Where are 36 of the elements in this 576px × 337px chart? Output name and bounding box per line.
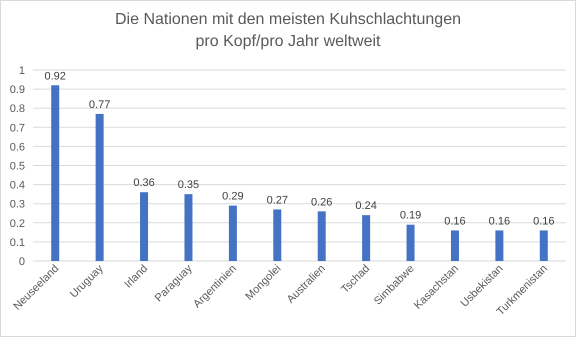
bar xyxy=(96,114,104,261)
y-tick-label: 0.6 xyxy=(10,141,25,154)
bar xyxy=(51,85,60,261)
bar xyxy=(318,211,326,261)
data-label: 0.29 xyxy=(222,190,244,203)
bar xyxy=(228,206,237,261)
bar xyxy=(140,192,148,261)
y-tick-label: 0.2 xyxy=(10,218,25,230)
data-label: 0.24 xyxy=(355,200,377,212)
bar xyxy=(450,230,459,261)
data-label: 0.16 xyxy=(533,215,555,228)
y-tick-label: 0.9 xyxy=(10,84,25,96)
y-tick-label: 0 xyxy=(18,256,25,268)
bar xyxy=(406,224,415,261)
y-tick-label: 0.1 xyxy=(10,236,25,249)
y-tick-label: 0.3 xyxy=(10,198,25,211)
y-tick-label: 0.7 xyxy=(10,122,25,134)
data-label: 0.36 xyxy=(133,177,155,190)
bar xyxy=(184,194,192,261)
data-label: 0.77 xyxy=(88,98,110,111)
data-label: 0.19 xyxy=(400,210,422,222)
data-label: 0.26 xyxy=(310,196,332,208)
y-tick-label: 1 xyxy=(18,65,25,77)
bar xyxy=(540,230,548,261)
bar xyxy=(362,215,370,261)
data-label: 0.16 xyxy=(488,215,510,228)
data-label: 0.16 xyxy=(444,215,466,228)
bar xyxy=(495,230,504,261)
data-label: 0.92 xyxy=(44,70,66,82)
y-tick-label: 0.8 xyxy=(10,103,25,116)
data-label: 0.35 xyxy=(178,179,200,192)
y-tick-label: 0.5 xyxy=(10,160,25,172)
y-tick-label: 0.4 xyxy=(10,180,25,192)
chart-title: Die Nationen mit den meisten Kuhschlachtungen pro Kopf/pro Jahr weltweit xyxy=(115,11,461,50)
data-label: 0.27 xyxy=(266,194,288,206)
bar xyxy=(273,209,282,261)
